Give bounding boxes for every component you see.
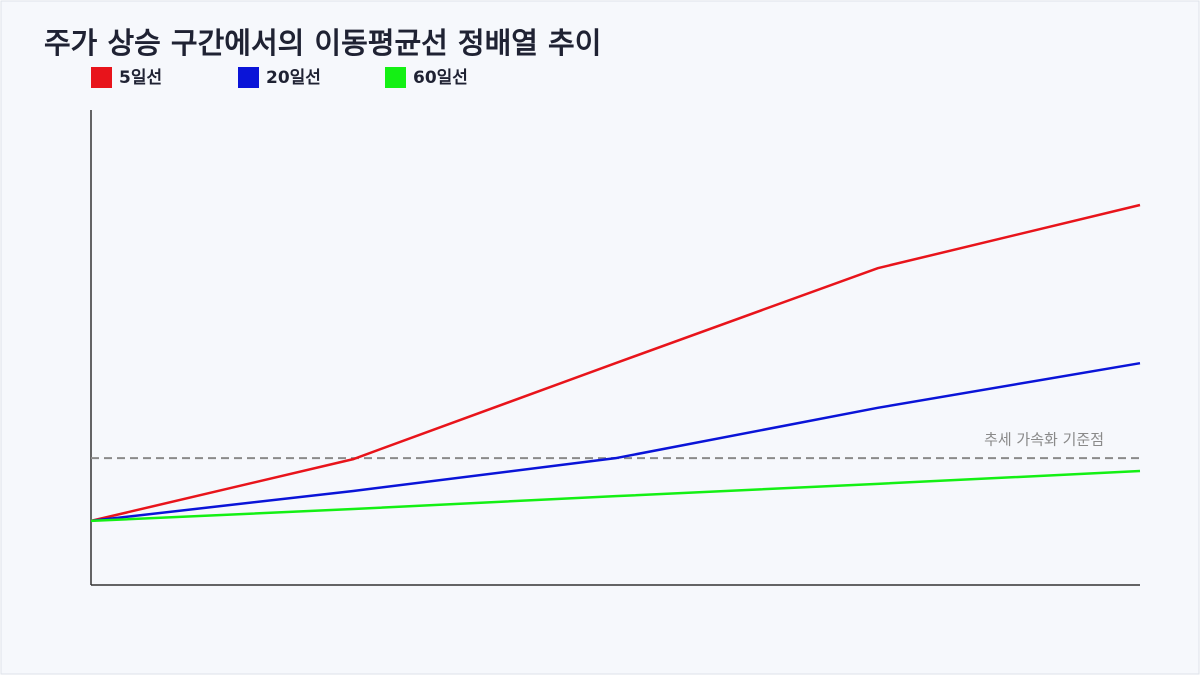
- legend-swatch: [385, 67, 406, 88]
- legend-label: 5일선: [119, 68, 162, 88]
- legend-swatch: [91, 67, 112, 88]
- chart-title: 주가 상승 구간에서의 이동평균선 정배열 추이: [44, 26, 601, 60]
- legend-swatch: [238, 67, 259, 88]
- reference-label: 추세 가속화 기준점: [984, 431, 1104, 449]
- series-line: [90, 361, 1141, 523]
- series-line: [90, 469, 1141, 523]
- series-line: [90, 203, 1141, 523]
- legend-label: 60일선: [413, 68, 468, 88]
- legend-label: 20일선: [266, 68, 321, 88]
